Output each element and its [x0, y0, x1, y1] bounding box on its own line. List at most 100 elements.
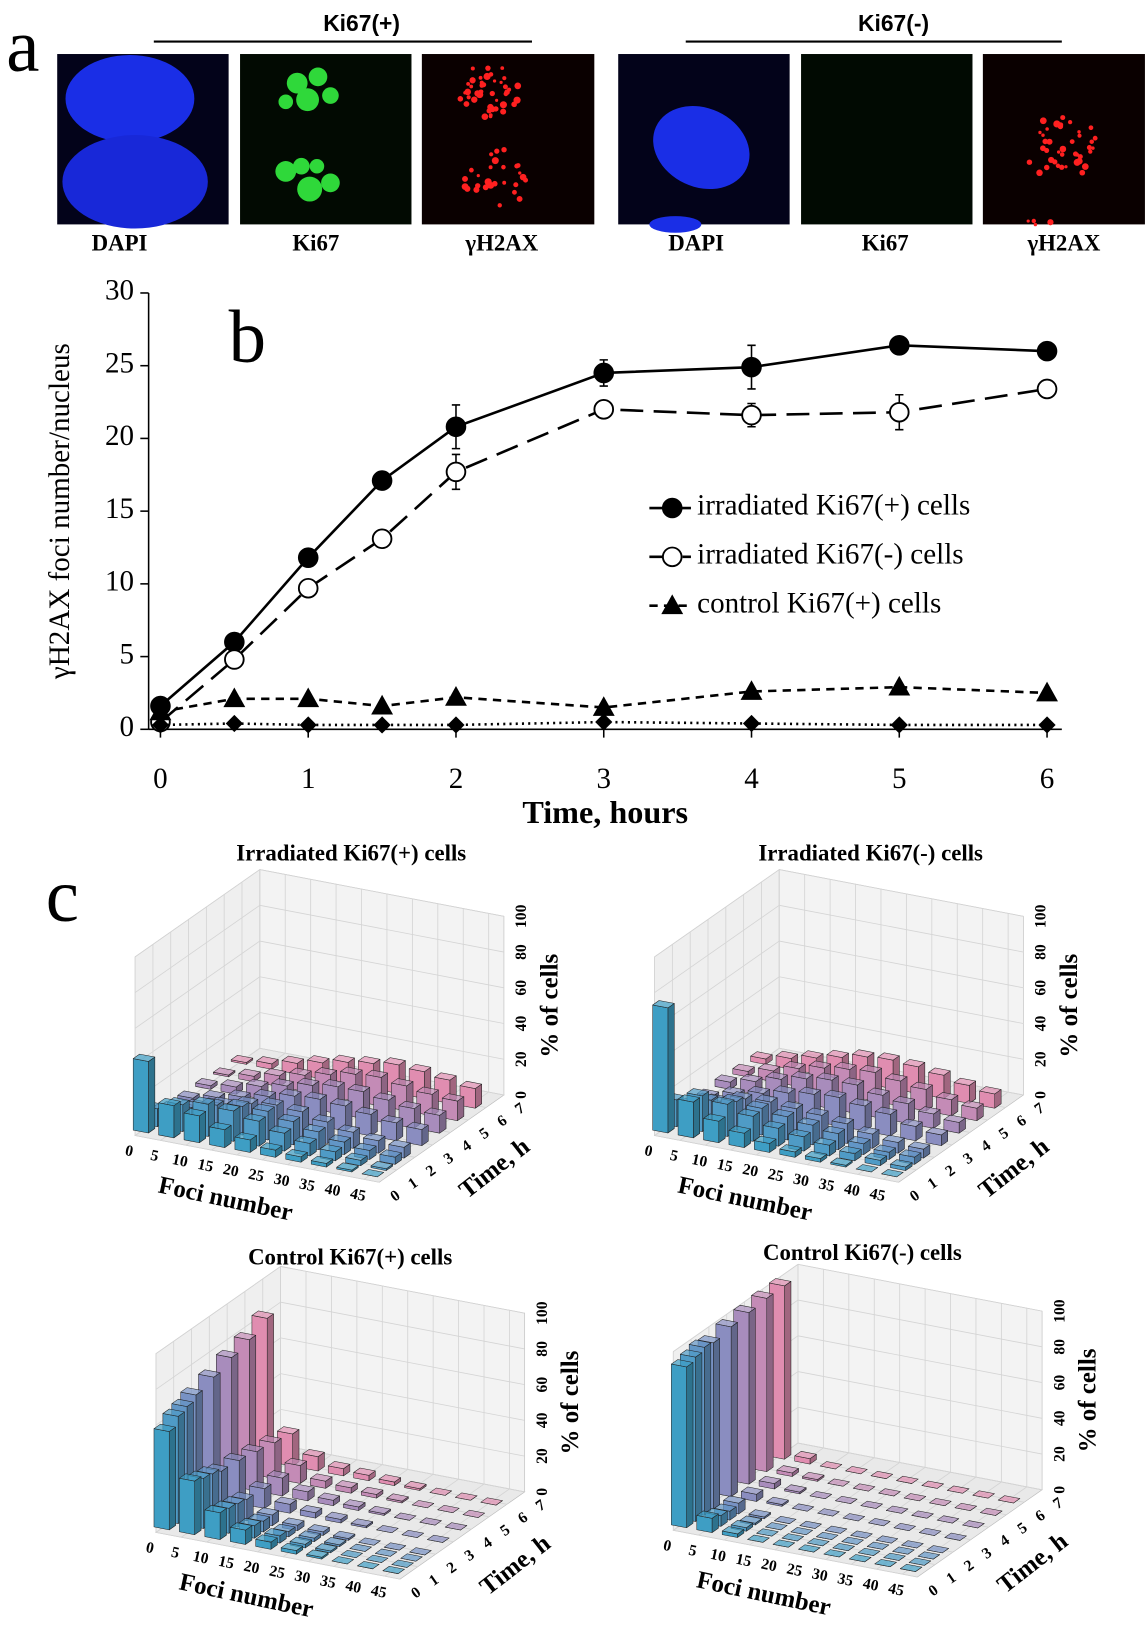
chart-title: Control Ki67(-) cells — [763, 1240, 962, 1265]
focus — [1064, 165, 1068, 169]
focus — [504, 89, 510, 95]
bar-top — [284, 1457, 307, 1466]
grid-line — [673, 1529, 918, 1578]
grid-line — [779, 976, 1024, 1024]
focus — [1041, 133, 1045, 137]
bar-top — [230, 1522, 253, 1531]
bar-top — [806, 1107, 829, 1116]
bar-top — [878, 1488, 901, 1497]
x-tick-label: 0 — [123, 1142, 134, 1160]
marker — [888, 675, 911, 696]
bar-top — [302, 1449, 325, 1457]
bar-top — [336, 1162, 359, 1171]
focus — [516, 196, 523, 202]
bar-top — [424, 1107, 447, 1116]
marker — [371, 694, 394, 715]
bar — [703, 1118, 720, 1143]
bar-top — [216, 1349, 239, 1358]
bar-top — [373, 1092, 396, 1101]
focus — [489, 152, 494, 157]
x-tick-label: 30 — [293, 1567, 312, 1587]
grid-line — [134, 940, 261, 1029]
grid-line — [259, 1012, 505, 1060]
focus — [1031, 218, 1036, 224]
y-tick-label: 7 — [533, 1496, 549, 1515]
bar-top — [769, 1278, 792, 1287]
x-tick-label: 5 — [687, 1542, 698, 1560]
bar-side — [148, 1056, 156, 1134]
focus — [470, 66, 475, 71]
bar-top — [824, 1525, 848, 1534]
nucleus — [62, 135, 208, 229]
z-tick-label: 100 — [1051, 1299, 1068, 1323]
x-tick-label: 25 — [785, 1560, 804, 1580]
z-tick-label: 40 — [513, 1016, 530, 1032]
bar-top — [873, 1144, 896, 1153]
marker — [593, 399, 615, 420]
marker — [890, 716, 908, 734]
group-title: Ki67(+) — [323, 10, 400, 36]
bar-side — [199, 1111, 206, 1143]
bar-top — [766, 1496, 789, 1505]
bar-top — [781, 1533, 804, 1542]
bar-top — [875, 1535, 899, 1544]
y-tick-label: 3 — [461, 1546, 477, 1565]
bar-top — [794, 1451, 817, 1459]
z-axis-label: % of cells — [536, 953, 563, 1057]
legend-label: irradiated Ki67(-) cells — [697, 539, 963, 571]
focus — [514, 82, 522, 90]
bar-top — [310, 1473, 333, 1482]
bar-top — [209, 1122, 232, 1130]
y-tick-label: 5 — [120, 638, 135, 670]
bar-side — [258, 1116, 266, 1147]
focus — [1089, 139, 1094, 144]
z-tick-label: 80 — [534, 1341, 551, 1357]
y-tick-label: 7 — [1050, 1494, 1066, 1513]
focus — [463, 101, 470, 107]
bar-top — [747, 1534, 770, 1543]
bar-top — [331, 1556, 354, 1565]
bar-top — [677, 1094, 701, 1103]
bar-top — [480, 1497, 503, 1506]
bar-top — [848, 1136, 871, 1145]
grid-line — [259, 976, 505, 1024]
marker — [445, 686, 467, 706]
bar-top — [901, 1540, 924, 1549]
bar-top — [858, 1547, 881, 1556]
bar-top — [804, 1150, 828, 1159]
z-tick-label: 0 — [1051, 1486, 1068, 1494]
bar-side — [173, 1100, 181, 1139]
y-tick-label: 6 — [494, 1112, 510, 1131]
bar-top — [274, 1496, 297, 1505]
bar-top — [849, 1554, 872, 1563]
x-tick-label: 5 — [149, 1147, 160, 1165]
bar-top — [394, 1512, 417, 1521]
focus — [488, 165, 493, 170]
grid-line — [797, 1442, 1043, 1491]
focus — [1088, 149, 1093, 154]
x-tick-label: 45 — [369, 1582, 388, 1602]
focus — [499, 101, 507, 109]
focus — [1077, 130, 1081, 134]
focus — [1059, 164, 1065, 170]
z-tick-label: 40 — [1051, 1410, 1068, 1426]
focus — [1069, 139, 1075, 145]
grid-line — [654, 1135, 899, 1183]
bar-top — [358, 1056, 381, 1065]
bar-top — [388, 1139, 411, 1148]
focus — [457, 96, 464, 102]
focus — [1059, 145, 1067, 153]
bar-top — [307, 1055, 330, 1064]
bar-top — [299, 1505, 323, 1514]
z-tick-label: 80 — [513, 944, 530, 960]
bar-top — [357, 1561, 380, 1570]
z-axis-label: % of cells — [1075, 1348, 1102, 1452]
x-tick-label: 25 — [766, 1166, 785, 1186]
focus — [464, 185, 471, 192]
bar-top — [797, 1117, 820, 1126]
bar-side — [748, 1307, 756, 1485]
x-tick-label: 35 — [836, 1570, 855, 1590]
bar-top — [890, 1159, 913, 1168]
bar-top — [813, 1137, 837, 1146]
z-tick-label: 80 — [1051, 1339, 1068, 1355]
